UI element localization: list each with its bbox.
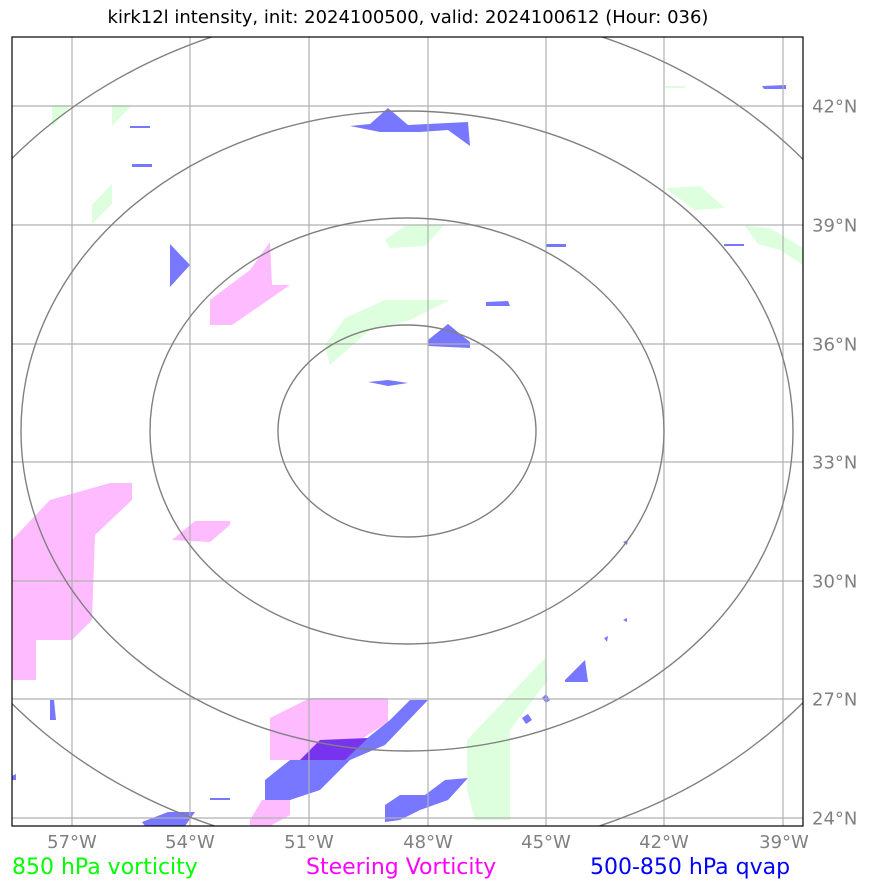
lon-tick-label: 57°W [47,832,97,853]
lon-tick-label: 45°W [521,832,571,853]
chart-title: kirk12l intensity, init: 2024100500, val… [107,7,709,28]
map-frame [11,36,804,827]
lon-tick-label: 48°W [403,832,453,853]
lon-tick-label: 42°W [639,832,689,853]
lon-tick-label: 51°W [284,832,334,853]
legend-qvap: 500-850 hPa qvap [590,855,791,880]
lat-tick-label: 30°N [812,571,858,593]
overlap-shape [300,738,368,760]
range-ring-2 [149,217,665,645]
qvap-shapes [12,85,786,826]
lat-tick-label: 24°N [812,808,858,830]
gridlines [12,37,803,826]
range-rings [12,37,803,826]
lat-tick-label: 42°N [812,96,858,118]
range-ring-1 [277,324,537,538]
lat-tick-label: 36°N [812,334,858,356]
lat-tick-label: 39°N [812,215,858,237]
lon-tick-label: 39°W [759,832,809,853]
lat-tick-label: 27°N [812,689,858,711]
lon-tick-label: 54°W [165,832,215,853]
map-background [12,37,803,826]
legend-vorticity-850: 850 hPa vorticity [12,855,198,880]
legend-steering-vorticity: Steering Vorticity [306,855,497,880]
range-ring-3 [20,110,794,752]
lat-tick-label: 33°N [812,452,858,474]
